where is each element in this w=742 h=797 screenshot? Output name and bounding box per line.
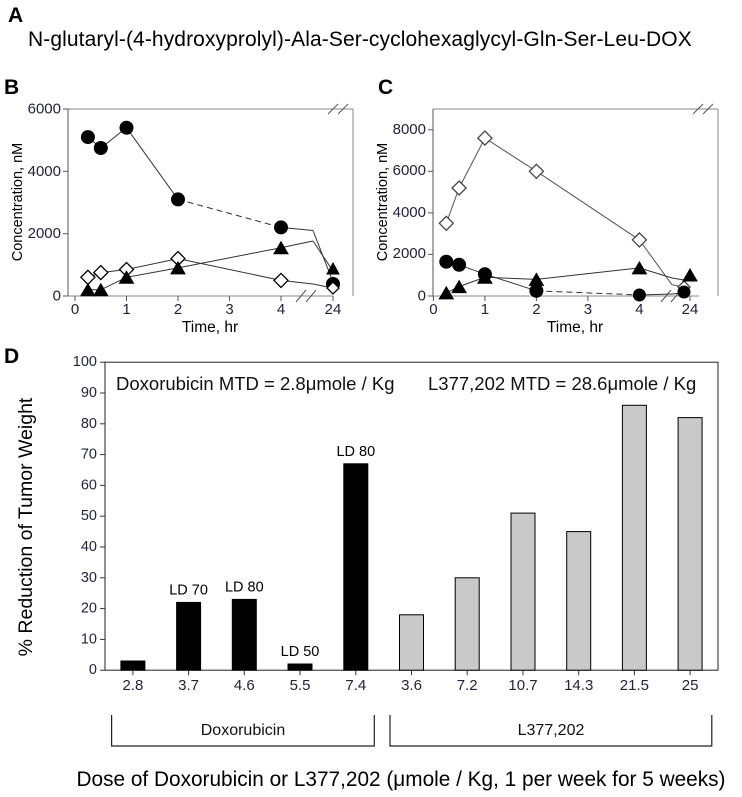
svg-text:40: 40 bbox=[81, 539, 97, 555]
svg-text:Doxorubicin: Doxorubicin bbox=[201, 722, 285, 739]
svg-text:7.2: 7.2 bbox=[457, 677, 478, 694]
svg-text:0: 0 bbox=[89, 662, 97, 678]
svg-text:70: 70 bbox=[81, 447, 97, 463]
svg-text:60: 60 bbox=[81, 477, 97, 493]
svg-text:50: 50 bbox=[81, 508, 97, 524]
svg-text:90: 90 bbox=[81, 385, 97, 401]
svg-text:4.6: 4.6 bbox=[234, 677, 255, 694]
svg-text:Doxorubicin MTD = 2.8μmole / K: Doxorubicin MTD = 2.8μmole / Kg bbox=[116, 373, 395, 394]
svg-text:% Reduction of Tumor Weight: % Reduction of Tumor Weight bbox=[15, 397, 37, 656]
svg-text:10: 10 bbox=[81, 631, 97, 647]
svg-text:7.4: 7.4 bbox=[345, 677, 366, 694]
svg-text:LD 80: LD 80 bbox=[225, 579, 264, 595]
svg-text:LD 80: LD 80 bbox=[336, 444, 375, 460]
svg-text:L377,202: L377,202 bbox=[518, 722, 585, 739]
svg-text:5.5: 5.5 bbox=[290, 677, 311, 694]
svg-text:20: 20 bbox=[81, 601, 97, 617]
svg-text:10.7: 10.7 bbox=[508, 677, 537, 694]
svg-text:Dose of Doxorubicin or L377,20: Dose of Doxorubicin or L377,202 (μmole /… bbox=[77, 768, 726, 791]
svg-text:30: 30 bbox=[81, 570, 97, 586]
svg-text:2.8: 2.8 bbox=[122, 677, 143, 694]
svg-text:80: 80 bbox=[81, 416, 97, 432]
svg-text:14.3: 14.3 bbox=[564, 677, 593, 694]
svg-text:100: 100 bbox=[73, 354, 97, 370]
svg-text:LD 50: LD 50 bbox=[281, 644, 320, 660]
svg-text:3.7: 3.7 bbox=[178, 677, 199, 694]
svg-text:L377,202 MTD = 28.6μmole / Kg: L377,202 MTD = 28.6μmole / Kg bbox=[428, 373, 696, 394]
svg-text:3.6: 3.6 bbox=[401, 677, 422, 694]
svg-text:25: 25 bbox=[682, 677, 699, 694]
svg-text:LD 70: LD 70 bbox=[169, 582, 208, 598]
svg-text:21.5: 21.5 bbox=[620, 677, 649, 694]
